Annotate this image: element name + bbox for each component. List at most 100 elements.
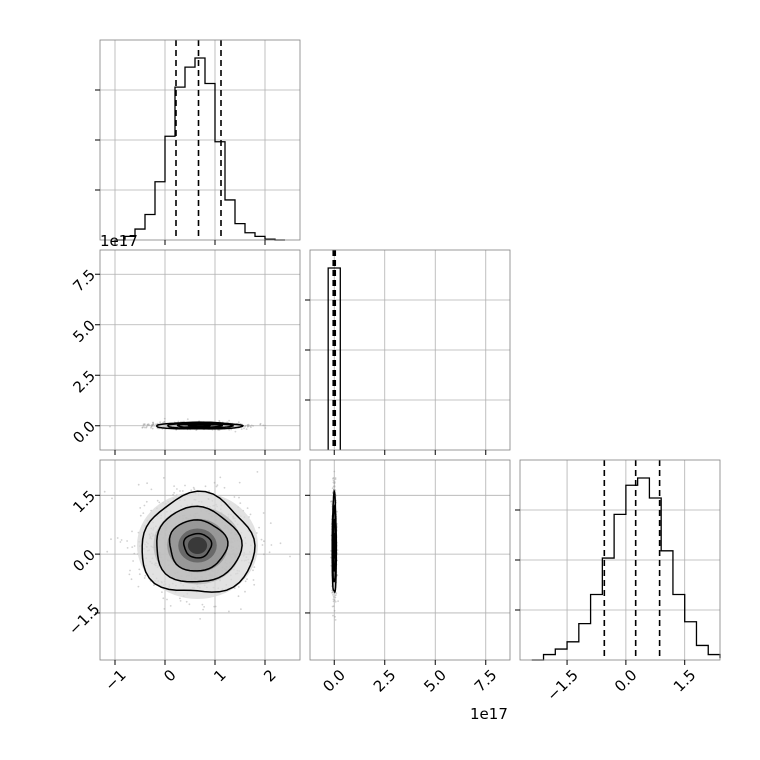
sample-point <box>173 485 176 487</box>
sample-point <box>169 605 172 607</box>
sample-point <box>244 580 247 583</box>
density-panel-2-0 <box>103 471 291 620</box>
sample-point <box>259 422 262 425</box>
sample-point <box>336 574 339 577</box>
sample-point <box>147 423 150 425</box>
x-tick-label: 7.5 <box>471 666 501 696</box>
sample-point <box>184 484 186 487</box>
sample-point <box>126 547 129 549</box>
density-panel-2-1 <box>329 470 339 621</box>
sample-point <box>330 500 333 503</box>
sample-point <box>173 492 176 494</box>
sample-point <box>238 481 241 484</box>
sample-point <box>145 425 148 428</box>
sample-point <box>334 477 337 479</box>
density-panel-1-0 <box>109 417 267 433</box>
sample-point <box>190 489 193 492</box>
sample-point <box>247 424 249 427</box>
sample-point <box>289 555 291 558</box>
sample-point <box>334 600 337 603</box>
sample-point <box>162 477 165 479</box>
sample-point <box>119 541 122 543</box>
sample-point <box>336 510 338 513</box>
sample-point <box>130 578 133 581</box>
sample-point <box>223 486 226 489</box>
sample-point <box>193 488 196 491</box>
sample-point <box>259 423 262 426</box>
sample-point <box>332 600 335 603</box>
grid-0-0 <box>100 40 300 240</box>
sample-point <box>177 420 180 423</box>
x-tick-label: 0.0 <box>319 666 349 696</box>
sample-point <box>213 481 216 484</box>
sample-point <box>143 426 146 429</box>
sample-point <box>181 490 184 492</box>
sample-point <box>237 421 240 424</box>
sample-point <box>230 428 233 431</box>
sample-point <box>137 483 140 486</box>
contour-line <box>168 519 229 572</box>
sample-point <box>143 504 146 507</box>
x-offset-label: 1e17 <box>470 705 508 723</box>
sample-point <box>161 591 163 593</box>
sample-point <box>215 485 218 488</box>
sample-point <box>185 600 188 603</box>
sample-point <box>263 540 265 543</box>
sample-point <box>138 568 141 571</box>
sample-point <box>204 485 207 488</box>
sample-point <box>246 578 248 580</box>
sample-point <box>252 579 255 581</box>
sample-point <box>258 526 260 529</box>
grid-1-0 <box>100 250 300 450</box>
sample-point <box>331 589 333 592</box>
sample-point <box>150 488 153 491</box>
sample-point <box>144 423 146 425</box>
sample-point <box>237 586 240 588</box>
x-tick-label: 2.5 <box>370 666 400 696</box>
sample-point <box>172 493 175 496</box>
sample-point <box>141 426 144 429</box>
x-tick-label: 2 <box>260 666 279 685</box>
sample-point <box>202 608 205 611</box>
sample-point <box>176 488 178 490</box>
sample-point <box>208 490 211 493</box>
panel-frame-2-1 <box>309 459 511 661</box>
sample-point <box>142 424 145 427</box>
sample-point <box>186 418 189 421</box>
sample-point <box>163 417 166 420</box>
sample-point <box>335 594 337 596</box>
sample-point <box>163 608 166 610</box>
sample-point <box>116 537 119 539</box>
sample-point <box>262 424 265 427</box>
sample-point <box>152 423 154 425</box>
sample-point <box>332 477 335 479</box>
x-tick-label: 5.0 <box>420 666 450 696</box>
sample-point <box>142 512 145 514</box>
sample-point <box>145 500 148 503</box>
sample-point <box>129 569 131 572</box>
sample-point <box>199 618 202 620</box>
sample-point <box>246 507 249 509</box>
sample-point <box>331 591 333 594</box>
sample-point <box>219 476 222 479</box>
sample-point <box>247 423 250 426</box>
panel-frame-2-0 <box>99 459 301 661</box>
grid-2-2 <box>520 460 720 660</box>
sample-point <box>143 423 146 426</box>
sample-point <box>332 605 335 608</box>
density-level <box>187 536 208 554</box>
sample-point <box>163 420 166 423</box>
sample-point <box>139 507 142 509</box>
sample-point <box>279 542 282 545</box>
sample-point <box>331 487 334 490</box>
panel-frame-1-0 <box>99 249 301 451</box>
sample-point <box>141 426 144 429</box>
sample-point <box>334 619 337 621</box>
sample-point <box>139 514 142 517</box>
sample-point <box>131 546 134 548</box>
sample-point <box>213 605 216 608</box>
contour-line <box>182 532 213 559</box>
sample-point <box>133 552 136 555</box>
sample-point <box>333 485 336 488</box>
sample-point <box>218 420 221 422</box>
